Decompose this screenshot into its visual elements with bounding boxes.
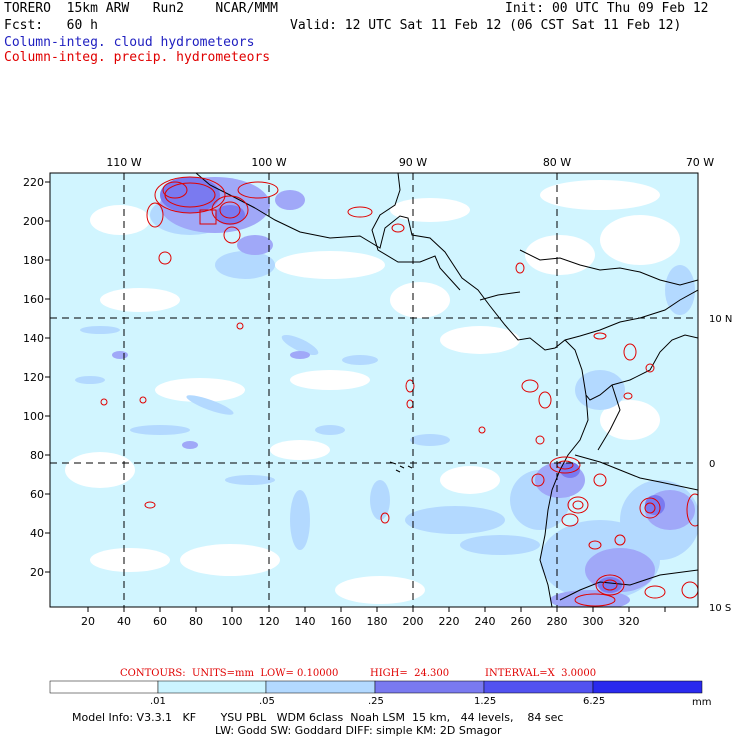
lon-label: 110 W [106,156,141,169]
map-frame [49,172,699,608]
x-label: 320 [619,615,640,628]
x-label: 120 [259,615,280,628]
x-label: 180 [367,615,388,628]
tick-marks [45,181,666,612]
x-label: 240 [475,615,496,628]
colorbar-swatch [592,680,703,694]
x-label: 80 [189,615,203,628]
right-lat-labels: 10 N 0 10 S [709,314,732,614]
y-label: 120 [23,371,44,384]
x-label: 220 [439,615,460,628]
lat-label: 0 [709,459,715,470]
y-label: 100 [23,410,44,423]
forecast-hour: Fcst: 60 h [4,18,98,33]
colorbar-swatch [483,680,594,694]
lat-label: 10 N [709,314,732,325]
y-label: 60 [30,488,44,501]
x-label: 260 [511,615,532,628]
x-label: 40 [117,615,131,628]
colorbar-swatch [265,680,376,694]
colorbar-label: .01 [150,696,166,707]
model-info: Model Info: V3.3.1 KF YSU PBL WDM 6class… [72,711,564,724]
colorbar-swatch [157,680,267,694]
colorbar-label: 6.25 [583,696,606,707]
y-label: 80 [30,449,44,462]
field-precip-label: Column-integ. precip. hydrometeors [4,50,271,65]
y-label: 220 [23,176,44,189]
y-label: 20 [30,566,44,579]
contour-interval: INTERVAL=X 3.0000 [485,668,597,679]
init-time: Init: 00 UTC Thu 09 Feb 12 [505,1,709,16]
y-label: 160 [23,293,44,306]
colorbar [49,680,703,694]
contour-units: CONTOURS: UNITS=mm LOW= 0.10000 [120,668,339,679]
lat-lon-grid [50,173,698,607]
y-label: 40 [30,527,44,540]
colorbar-label: .25 [368,696,384,707]
colorbar-label: .05 [259,696,275,707]
x-label: 60 [153,615,167,628]
colorbar-swatch [49,680,159,694]
lat-label: 10 S [709,603,731,614]
colorbar-label: 1.25 [474,696,497,707]
coastlines [195,173,698,607]
model-title: TORERO 15km ARW Run2 NCAR/MMM [4,1,278,16]
x-label: 140 [295,615,316,628]
lon-label: 80 W [543,156,571,169]
x-label: 200 [403,615,424,628]
field-cloud-label: Column-integ. cloud hydrometeors [4,35,255,50]
lon-label: 90 W [399,156,427,169]
colorbar-unit: mm [692,697,712,708]
lon-label: 100 W [251,156,286,169]
y-label: 200 [23,215,44,228]
y-label: 180 [23,254,44,267]
x-label: 100 [222,615,243,628]
x-label: 280 [547,615,568,628]
valid-time: Valid: 12 UTC Sat 11 Feb 12 (06 CST Sat … [290,18,682,33]
x-index-labels: 20 40 60 80 100 120 140 160 180 200 220 … [81,615,640,628]
x-label: 20 [81,615,95,628]
x-label: 160 [331,615,352,628]
lon-label: 70 W [686,156,714,169]
x-label: 300 [583,615,604,628]
y-label: 140 [23,332,44,345]
colorbar-swatch [374,680,485,694]
y-index-labels: 220 200 180 160 140 120 100 80 60 40 20 [23,176,44,579]
model-physics: LW: Godd SW: Goddard DIFF: simple KM: 2D… [215,724,502,737]
top-lon-labels: 110 W 100 W 90 W 80 W 70 W [106,156,714,169]
contour-high: HIGH= 24.300 [370,668,450,679]
